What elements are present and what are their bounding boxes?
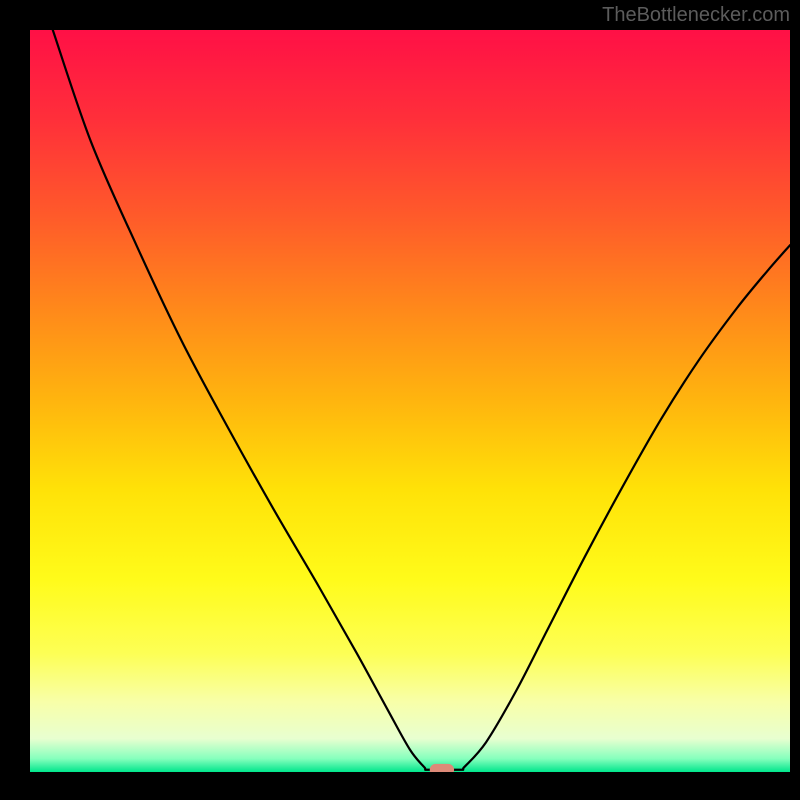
chart-svg	[0, 0, 800, 800]
chart-root: TheBottlenecker.com	[0, 0, 800, 800]
optimal-marker	[430, 764, 454, 776]
watermark-text: TheBottlenecker.com	[602, 4, 790, 27]
plot-background-gradient	[30, 30, 790, 772]
